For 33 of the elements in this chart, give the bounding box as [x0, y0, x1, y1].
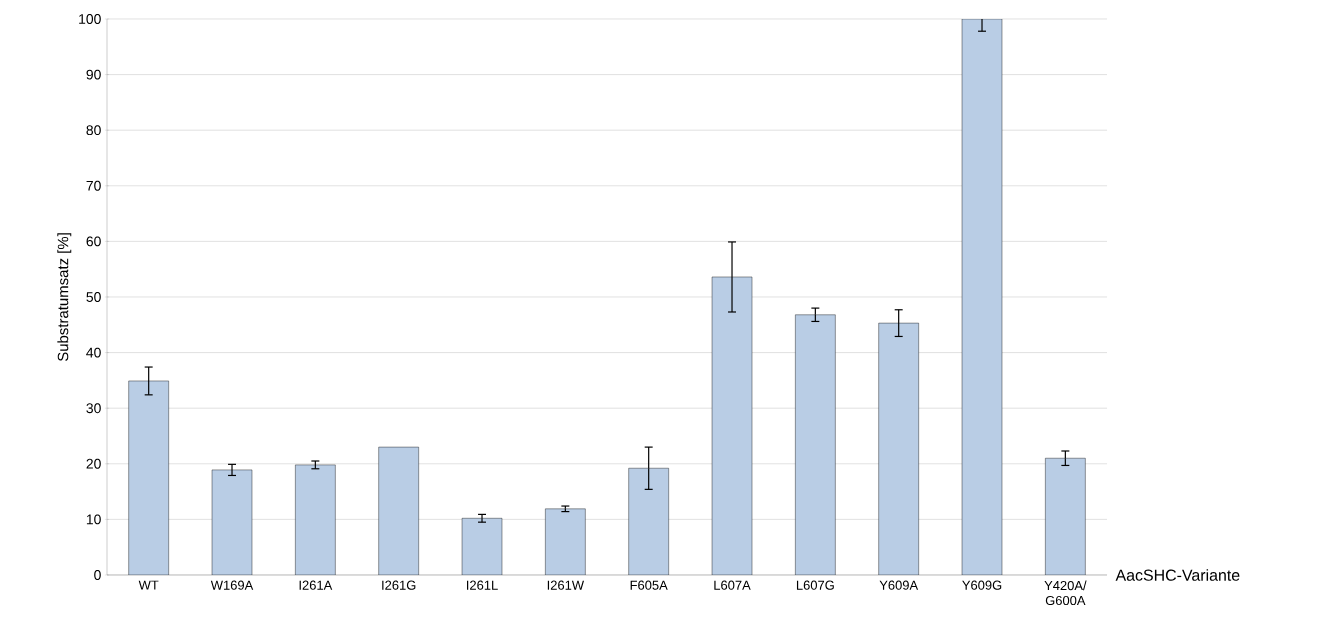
bar [545, 508, 586, 575]
bar [211, 469, 253, 575]
x-tick-label: I261W [547, 580, 585, 590]
bar [628, 468, 669, 575]
bar [1045, 458, 1086, 575]
x-tick-label: I261L [467, 580, 498, 590]
y-tick-label: 0 [94, 570, 101, 580]
bar [295, 464, 336, 575]
x-tick-label: L607A [714, 580, 751, 590]
y-tick-label: 90 [86, 69, 101, 80]
y-tick-label: 80 [86, 125, 101, 136]
x-tick-label: L607G [796, 580, 834, 590]
y-tick-label: 40 [86, 347, 101, 358]
x-tick-label: Y420A/ G600A [1044, 580, 1087, 606]
y-tick-label: 20 [86, 458, 101, 469]
bar [461, 518, 503, 575]
x-tick-label: WT [138, 580, 159, 590]
x-tick-label: Y609A [879, 580, 919, 590]
y-tick-label: 100 [79, 14, 101, 24]
y-tick-label: 70 [86, 180, 101, 191]
x-tick-label: I261A [299, 580, 333, 590]
x-tick-label: W169A [210, 580, 254, 590]
x-tick-label: I261G [382, 580, 416, 590]
y-tick-label: 50 [86, 292, 101, 302]
y-axis-title: Substratumsatz [%] [57, 233, 72, 362]
bar [378, 446, 419, 575]
y-tick-label: 10 [86, 514, 101, 525]
bar [961, 18, 1003, 575]
x-tick-label: Y609G [962, 580, 1002, 590]
x-axis-title: AacSHC-Variante [1115, 569, 1240, 581]
y-tick-label: 30 [86, 403, 101, 414]
y-tick-label: 60 [86, 236, 101, 247]
x-tick-label: F605A [630, 580, 668, 590]
